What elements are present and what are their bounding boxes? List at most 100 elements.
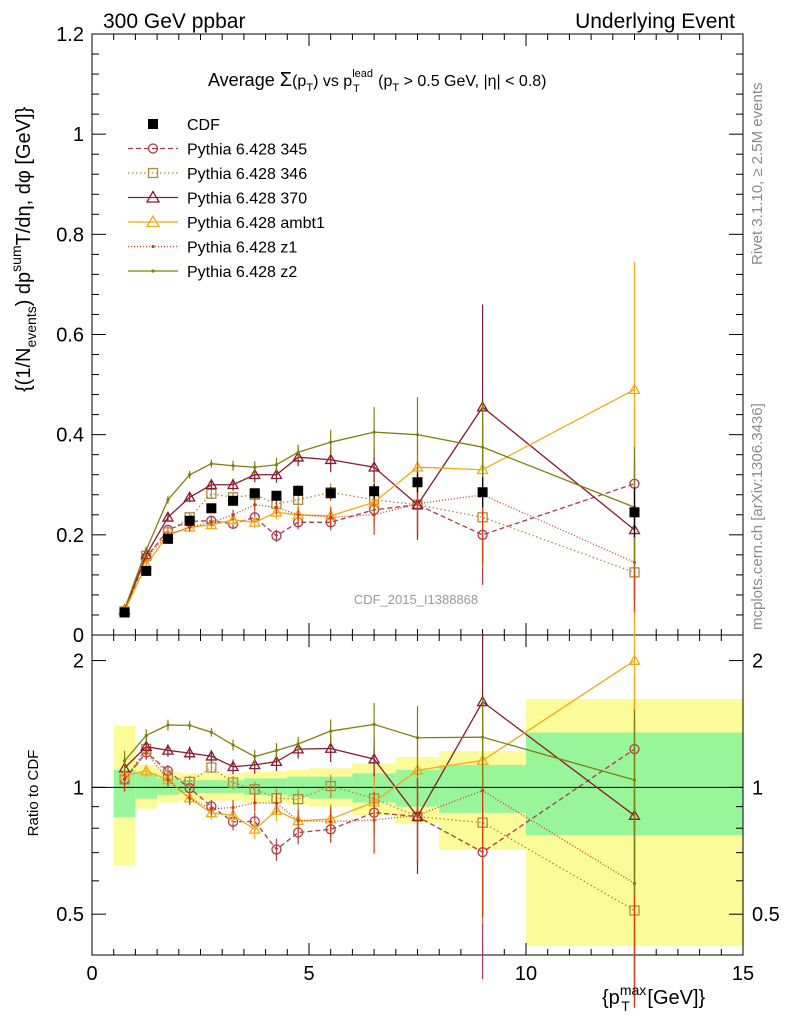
legend-marker-p345	[147, 143, 159, 154]
ratio-point-z2	[209, 730, 213, 734]
cdf-point	[228, 495, 239, 506]
ratio-point-z1	[253, 801, 257, 805]
title-cond-rest: > 0.5 GeV, |η| < 0.8)	[399, 73, 546, 90]
legend-marker-ambt1	[145, 214, 161, 228]
point-p370	[183, 490, 196, 502]
ratio-point-p345	[271, 844, 282, 855]
legend-label-ambt1: Pythia 6.428 ambt1	[187, 215, 325, 232]
ylabel-b: ) dp	[13, 272, 35, 306]
title-vs: vs p	[318, 73, 352, 90]
point-z1	[329, 515, 333, 519]
point-ambt1	[628, 383, 641, 394]
y-tick-label: 0.6	[56, 325, 84, 347]
point-z1	[296, 513, 300, 517]
y-tick-label: 0.2	[56, 525, 84, 547]
ratio-point-z1	[296, 819, 300, 823]
ratio-point-z1	[122, 777, 127, 782]
cdf-point	[325, 488, 336, 499]
header-left: 300 GeV ppbar	[103, 10, 245, 33]
point-p345	[271, 530, 282, 541]
ratio-point-p370	[205, 749, 218, 761]
ylabel-a: {(1/N	[13, 348, 35, 392]
chart-title: Average Σ(pT) vs plead T (pT > 0.5 GeV, |…	[208, 68, 547, 95]
point-z2	[329, 440, 333, 444]
axes: 0 5 10 15 0 0.2 0.4 0.6 0.8 1 1.2 0.5 0.5 1 1 2 2	[56, 24, 780, 985]
watermark: CDF_2015_I1388868	[354, 592, 478, 607]
cdf-point	[369, 486, 380, 497]
cdf-point	[141, 565, 152, 576]
cdf-point	[412, 477, 423, 488]
cdf-point	[477, 487, 488, 498]
point-z2	[231, 464, 235, 468]
cdf-point	[206, 503, 217, 514]
x-tick-label: 0	[86, 963, 97, 985]
ratio-line-ambt1	[124, 660, 635, 831]
ratio-point-p346	[206, 762, 217, 773]
point-z2	[415, 433, 420, 437]
series-cdf	[119, 472, 640, 618]
y-tick-label: 1.2	[56, 24, 84, 46]
title-cond-open: (p	[374, 73, 393, 90]
legend-label-p346: Pythia 6.428 346	[187, 166, 307, 183]
rivet-label: Rivet 3.1.10, ≥ 2.5M events	[749, 83, 766, 266]
cdf-point	[293, 485, 304, 496]
cdf-point	[629, 507, 640, 518]
ratio-line-z1	[124, 751, 635, 884]
ratio-point-z1	[329, 819, 333, 823]
ratio-point-p370	[292, 742, 305, 754]
ratio-point-z1	[274, 801, 279, 805]
ratio-band-green	[157, 778, 179, 795]
mcplots-label: mcplots.cern.ch [arXiv:1306.3436]	[749, 403, 766, 630]
title-cond-sub: T	[392, 82, 399, 94]
point-z2	[372, 430, 376, 434]
ratio-point-ambt1	[270, 804, 283, 815]
point-p370	[226, 478, 240, 490]
point-ambt1	[205, 518, 218, 530]
point-z2	[188, 473, 192, 477]
x-tick-label: 10	[515, 963, 537, 985]
ratio-band-green	[113, 769, 136, 818]
point-p370	[270, 468, 283, 480]
ratio-line-z2	[124, 723, 635, 781]
point-p370	[248, 468, 261, 480]
series-line-p370	[123, 406, 635, 611]
y-tick-label: 0	[73, 625, 84, 647]
y-tick-label: 1	[73, 124, 84, 146]
ratio-point-z2	[372, 722, 376, 726]
ratio-band-green	[178, 780, 244, 793]
ratio-point-z2	[481, 735, 485, 739]
point-z2	[144, 548, 148, 552]
ratio-point-z1	[415, 813, 420, 817]
ratio-y-tick-label-right: 0.5	[752, 904, 780, 926]
ylabel-top: {(1/Nevents) dpsumT/dη, dφ [GeV]}	[8, 106, 39, 392]
ratio-point-z2	[188, 723, 192, 727]
cdf-point	[271, 490, 282, 501]
point-ambt1	[270, 505, 283, 517]
ratio-point-z2	[122, 759, 127, 763]
legend-label-z2: Pythia 6.428 z2	[187, 264, 297, 281]
legend-marker-z2	[151, 269, 155, 273]
ratio-point-p346	[184, 776, 195, 787]
title-lead-sub: T	[353, 83, 360, 95]
legend-marker-cdf	[148, 119, 158, 129]
ratio-point-z1	[209, 807, 213, 811]
ratio-point-ambt1	[248, 823, 261, 834]
ratio-band-green	[135, 773, 158, 799]
ratio-point-p370	[183, 746, 196, 758]
point-z1	[144, 555, 148, 559]
point-z1	[415, 502, 420, 506]
point-p370	[324, 453, 337, 465]
xlabel-sub: T	[621, 998, 630, 1014]
point-z2	[274, 463, 279, 467]
title-prefix: Average	[208, 70, 280, 90]
ratio-point-p370	[161, 744, 175, 755]
ratio-point-z1	[481, 789, 485, 793]
cdf-point	[162, 533, 173, 544]
ratio-point-z2	[415, 736, 420, 740]
point-z2	[481, 445, 485, 449]
xlabel-b: [GeV]}	[642, 987, 706, 1009]
x-tick-label: 15	[732, 963, 754, 985]
point-z2	[296, 450, 300, 454]
ratio-point-z2	[253, 754, 257, 759]
